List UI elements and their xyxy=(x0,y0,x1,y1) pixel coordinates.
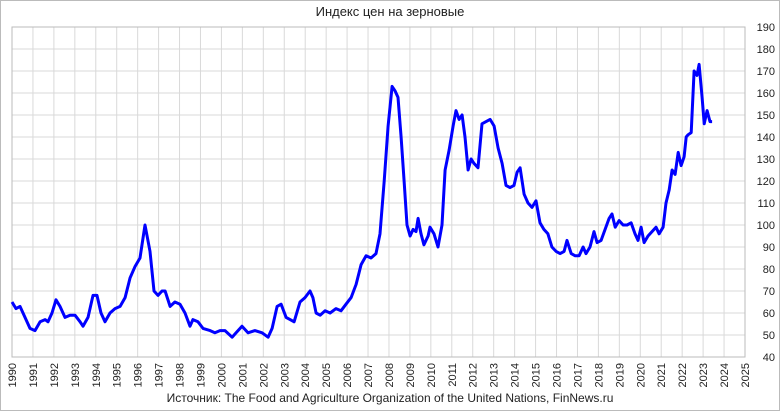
x-tick-label: 2011 xyxy=(447,363,459,387)
x-tick-label: 1997 xyxy=(154,363,166,387)
y-tick-label: 80 xyxy=(763,264,775,276)
y-tick-label: 170 xyxy=(757,66,775,78)
y-tick-label: 60 xyxy=(763,308,775,320)
x-tick-label: 2017 xyxy=(572,363,584,387)
x-tick-label: 1990 xyxy=(7,363,19,387)
x-tick-label: 2018 xyxy=(593,363,605,387)
data-line xyxy=(10,62,713,339)
x-tick-label: 2001 xyxy=(237,363,249,387)
y-tick-label: 180 xyxy=(757,44,775,56)
y-tick-label: 110 xyxy=(757,198,775,210)
x-tick-label: 2012 xyxy=(468,363,480,387)
x-tick-label: 2010 xyxy=(426,363,438,387)
y-tick-label: 160 xyxy=(757,88,775,100)
x-tick-label: 2020 xyxy=(635,363,647,387)
y-tick-label: 50 xyxy=(763,330,775,342)
source-note: Источник: The Food and Agriculture Organ… xyxy=(167,391,614,405)
x-tick-label: 2005 xyxy=(321,363,333,387)
x-tick-label: 2007 xyxy=(363,363,375,387)
y-tick-label: 130 xyxy=(757,154,775,166)
y-tick-label: 70 xyxy=(763,286,775,298)
x-tick-label: 2002 xyxy=(258,363,270,387)
x-tick-label: 2004 xyxy=(300,363,312,387)
y-tick-label: 190 xyxy=(757,22,775,34)
x-tick-label: 2003 xyxy=(279,363,291,387)
x-tick-label: 2024 xyxy=(719,363,731,387)
x-tick-label: 2006 xyxy=(342,363,354,387)
x-tick-label: 2008 xyxy=(384,363,396,387)
x-tick-label: 1995 xyxy=(112,363,124,387)
y-tick-label: 150 xyxy=(757,110,775,122)
chart-title: Индекс цен на зерновые xyxy=(316,4,465,19)
x-tick-label: 2000 xyxy=(216,363,228,387)
x-tick-label: 2025 xyxy=(740,363,752,387)
x-tick-label: 1996 xyxy=(133,363,145,387)
x-tick-label: 2021 xyxy=(656,363,668,387)
y-tick-label: 90 xyxy=(763,242,775,254)
plot-frame xyxy=(11,26,746,358)
x-tick-label: 1994 xyxy=(91,363,103,387)
x-tick-label: 1993 xyxy=(70,363,82,387)
y-tick-label: 40 xyxy=(763,352,775,364)
x-tick-label: 2015 xyxy=(531,363,543,387)
y-tick-label: 120 xyxy=(757,176,775,188)
x-tick-label: 2019 xyxy=(614,363,626,387)
y-tick-label: 100 xyxy=(757,220,775,232)
y-tick-label: 140 xyxy=(757,132,775,144)
x-tick-label: 1999 xyxy=(195,363,207,387)
x-tick-label: 1992 xyxy=(49,363,61,387)
x-tick-label: 1991 xyxy=(28,363,40,387)
x-tick-label: 2016 xyxy=(552,363,564,387)
x-tick-label: 2023 xyxy=(698,363,710,387)
x-tick-label: 2022 xyxy=(677,363,689,387)
x-tick-label: 1998 xyxy=(175,363,187,387)
x-tick-label: 2013 xyxy=(489,363,501,387)
x-tick-label: 2014 xyxy=(510,363,522,387)
x-tick-label: 2009 xyxy=(405,363,417,387)
